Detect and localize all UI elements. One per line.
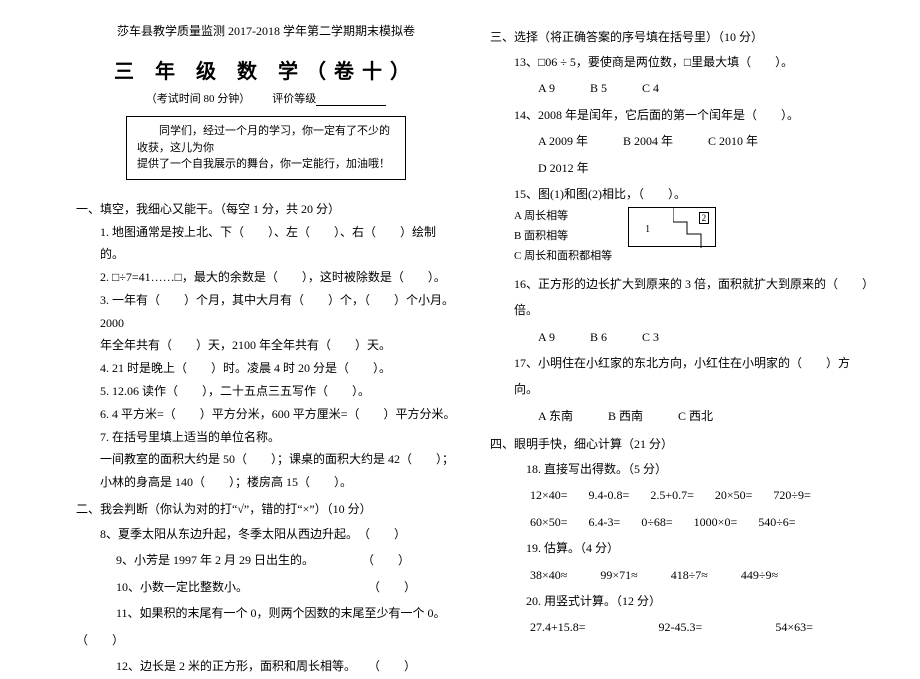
q3-b: 年全年共有（ ）天，2100 年全年共有（ ）天。 — [76, 334, 456, 357]
q15-opt-a: A 周长相等 — [514, 207, 612, 227]
section-3-head: 三、选择（将正确答案的序号填在括号里）（10 分） — [490, 28, 870, 45]
q16-opt-b: B 6 — [590, 324, 607, 350]
c18b5: 540÷6= — [758, 509, 795, 535]
c18b2: 6.4-3= — [589, 509, 621, 535]
left-column: 莎车县教学质量监测 2017-2018 学年第二学期期末模拟卷 三 年 级 数 … — [76, 22, 480, 640]
q19-row: 38×40≈ 99×71≈ 418÷7≈ 449÷9≈ — [490, 562, 870, 588]
q4: 4. 21 时是晚上（ ）时。凌晨 4 时 20 分是（ ）。 — [76, 357, 456, 380]
q7-c: 小林的身高是 140（ ）；楼房高 15（ ）。 — [76, 471, 456, 494]
intro-box: 同学们，经过一个月的学习，你一定有了不少的收获，这儿为你 提供了一个自我展示的舞… — [126, 116, 406, 180]
q15-figure: 1 2 — [628, 207, 716, 247]
q20: 20. 用竖式计算。（12 分） — [490, 588, 870, 614]
j10: 10、小数一定比整数小。 （ ） — [76, 574, 456, 600]
q16-options: A 9 B 6 C 3 — [490, 324, 870, 350]
q14-opt-a: A 2009 年 — [538, 128, 588, 154]
q13: 13、□06 ÷ 5，要使商是两位数，□里最大填（ ）。 — [490, 49, 870, 75]
j8: 8、夏季太阳从东边升起，冬季太阳从西边升起。 （ ） — [76, 521, 456, 547]
q13-opt-a: A 9 — [538, 75, 555, 101]
q7-a: 7. 在括号里填上适当的单位名称。 — [76, 426, 456, 449]
q13-opt-b: B 5 — [590, 75, 607, 101]
c19-3: 418÷7≈ — [671, 562, 708, 588]
q15-opt-c: C 周长和面积都相等 — [514, 247, 612, 267]
q17-opt-a: A 东南 — [538, 403, 573, 429]
q14-opt-b: B 2004 年 — [623, 128, 673, 154]
q15: 15、图(1)和图(2)相比，（ ）。 — [490, 181, 870, 207]
q15-opt-b: B 面积相等 — [514, 227, 612, 247]
c19-2: 99×71≈ — [600, 562, 637, 588]
right-column: 三、选择（将正确答案的序号填在括号里）（10 分） 13、□06 ÷ 5，要使商… — [480, 22, 870, 640]
q13-options: A 9 B 5 C 4 — [490, 75, 870, 101]
grade-line — [316, 105, 386, 106]
q16-opt-c: C 3 — [642, 324, 659, 350]
c18b1: 60×50= — [530, 509, 568, 535]
school-banner: 莎车县教学质量监测 2017-2018 学年第二学期期末模拟卷 — [76, 22, 456, 39]
c18a4: 20×50= — [715, 482, 753, 508]
q18: 18. 直接写出得数。（5 分） — [490, 456, 870, 482]
c19-1: 38×40≈ — [530, 562, 567, 588]
q3-a: 3. 一年有（ ）个月，其中大月有（ ）个，（ ）个小月。2000 — [76, 289, 456, 335]
c18a3: 2.5+0.7= — [650, 482, 694, 508]
q14-opt-d: D 2012 年 — [538, 155, 589, 181]
grade-label: 评价等级 — [272, 93, 316, 105]
section-4-head: 四、眼明手快，细心计算（21 分） — [490, 435, 870, 452]
time-label: （考试时间 80 分钟） — [146, 93, 251, 105]
q17-options: A 东南 B 西南 C 西北 — [490, 403, 870, 429]
q15-options: A 周长相等 B 面积相等 C 周长和面积都相等 — [514, 207, 612, 266]
fig-label-1: 1 — [645, 224, 650, 235]
q18-row-a: 12×40= 9.4-0.8= 2.5+0.7= 20×50= 720÷9= — [490, 482, 870, 508]
q14: 14、2008 年是闰年，它后面的第一个闰年是（ ）。 — [490, 102, 870, 128]
q14-options: A 2009 年 B 2004 年 C 2010 年 D 2012 年 — [490, 128, 870, 181]
j9: 9、小芳是 1997 年 2 月 29 日出生的。 （ ） — [76, 547, 456, 573]
q19: 19. 估算。（4 分） — [490, 535, 870, 561]
q20-row: 27.4+15.8= 92-45.3= 54×63= — [490, 614, 870, 640]
exam-title: 三 年 级 数 学（卷十） — [76, 55, 456, 84]
q16: 16、正方形的边长扩大到原来的 3 倍，面积就扩大到原来的（ ）倍。 — [490, 271, 870, 324]
q17-opt-b: B 西南 — [608, 403, 643, 429]
q2: 2. □÷7=41……□，最大的余数是（ ），这时被除数是（ ）。 — [76, 266, 456, 289]
q15-figure-row: A 周长相等 B 面积相等 C 周长和面积都相等 1 2 — [490, 207, 870, 266]
q1: 1. 地图通常是按上北、下（ ）、左（ ）、右（ ）绘制的。 — [76, 221, 456, 267]
c20-1: 27.4+15.8= — [530, 614, 586, 640]
c19-4: 449÷9≈ — [741, 562, 778, 588]
c18b3: 0÷68= — [641, 509, 672, 535]
c18a1: 12×40= — [530, 482, 568, 508]
section-2-head: 二、我会判断（你认为对的打“√”，错的打“×”）（10 分） — [76, 500, 456, 517]
q17-opt-c: C 西北 — [678, 403, 713, 429]
j12: 12、边长是 2 米的正方形，面积和周长相等。 （ ） — [76, 653, 456, 679]
intro-line-2: 提供了一个自我展示的舞台，你一定能行，加油哦！ — [137, 156, 395, 173]
q16-opt-a: A 9 — [538, 324, 555, 350]
c20-2: 92-45.3= — [659, 614, 703, 640]
j11-b: （ ） — [76, 627, 456, 653]
q5: 5. 12.06 读作（ ），二十五点三五写作（ ）。 — [76, 380, 456, 403]
q6: 6. 4 平方米=（ ）平方分米，600 平方厘米=（ ）平方分米。 — [76, 403, 456, 426]
c18a5: 720÷9= — [773, 482, 810, 508]
c20-3: 54×63= — [775, 614, 813, 640]
c18a2: 9.4-0.8= — [589, 482, 630, 508]
q17: 17、小明住在小红家的东北方向，小红住在小明家的（ ）方向。 — [490, 350, 870, 403]
j11-a: 11、如果积的末尾有一个 0，则两个因数的末尾至少有一个 0。 — [76, 600, 456, 626]
q14-opt-c: C 2010 年 — [708, 128, 758, 154]
q7-b: 一间教室的面积大约是 50（ ）；课桌的面积大约是 42（ ）； — [76, 448, 456, 471]
intro-line-1: 同学们，经过一个月的学习，你一定有了不少的收获，这儿为你 — [137, 123, 395, 156]
fig-step-icon — [673, 208, 717, 248]
q13-opt-c: C 4 — [642, 75, 659, 101]
q18-row-b: 60×50= 6.4-3= 0÷68= 1000×0= 540÷6= — [490, 509, 870, 535]
c18b4: 1000×0= — [694, 509, 738, 535]
exam-subtitle: （考试时间 80 分钟） 评价等级 — [76, 90, 456, 106]
section-1-head: 一、填空，我细心又能干。（每空 1 分，共 20 分） — [76, 200, 456, 217]
